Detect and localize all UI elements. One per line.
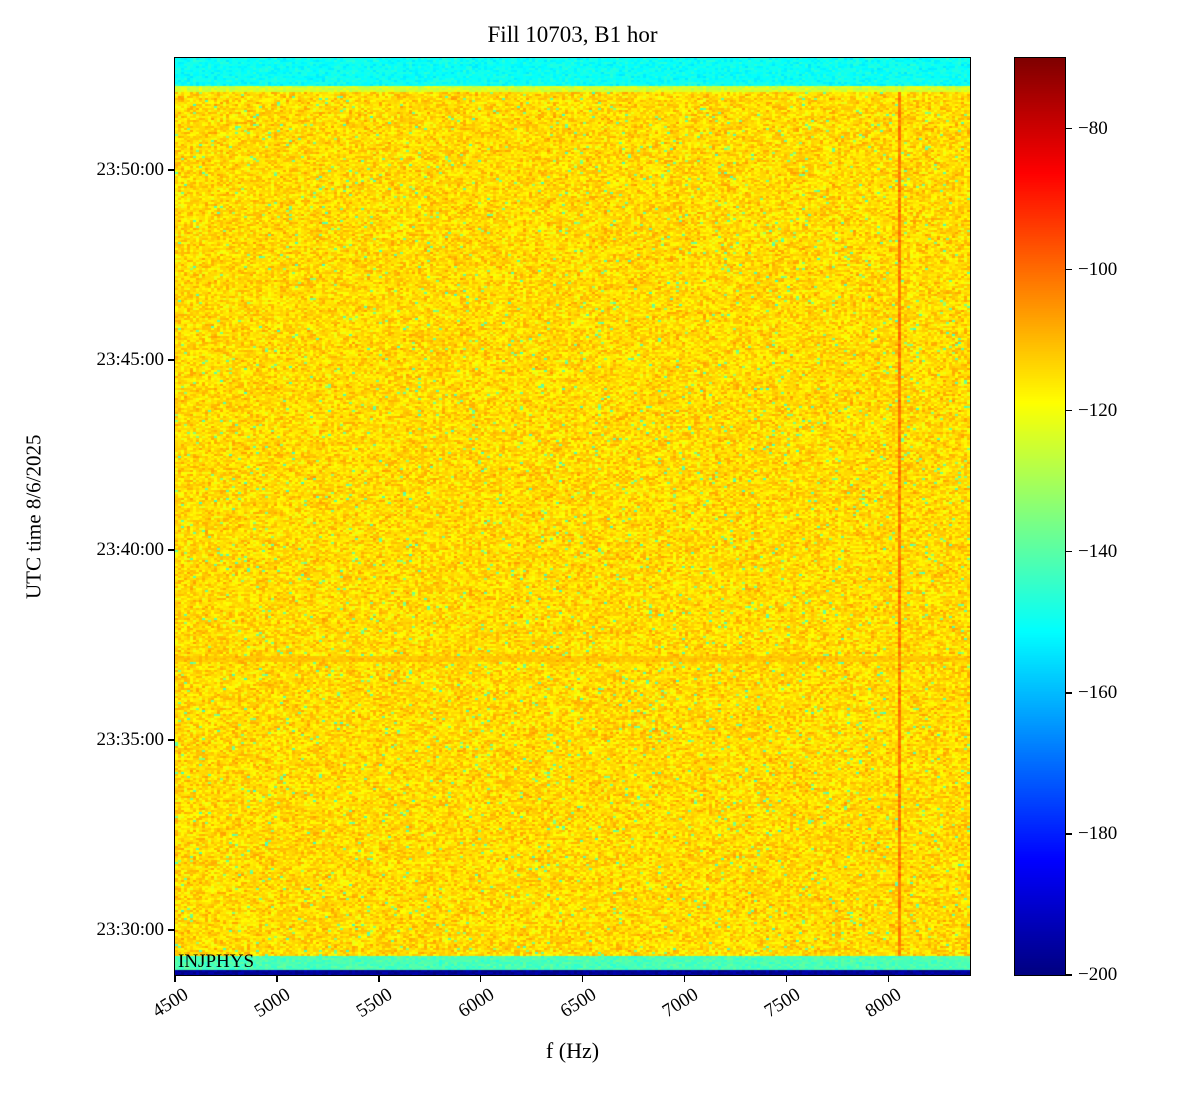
y-tick-label: 23:40:00 xyxy=(96,539,164,561)
colorbar-canvas xyxy=(1014,57,1066,976)
x-axis-label: f (Hz) xyxy=(545,1038,600,1063)
y-tick-label: 23:50:00 xyxy=(96,159,164,181)
x-tick-mark xyxy=(785,975,788,982)
x-tick-mark xyxy=(581,975,584,982)
colorbar-tick-mark xyxy=(1065,833,1072,835)
y-tick-mark xyxy=(168,359,175,361)
x-tick-mark xyxy=(276,975,278,982)
y-tick-label: 23:30:00 xyxy=(96,919,164,941)
spectrogram-canvas xyxy=(174,57,971,976)
y-tick-label: 23:35:00 xyxy=(96,729,164,751)
colorbar-tick-mark xyxy=(1065,974,1072,976)
y-tick-mark xyxy=(168,169,175,171)
colorbar-tick-mark xyxy=(1065,127,1072,130)
x-tick-mark xyxy=(378,975,380,982)
colorbar-tick-label: −120 xyxy=(1078,399,1118,421)
x-tick-mark xyxy=(480,975,482,982)
colorbar-tick-label: −80 xyxy=(1078,117,1108,139)
colorbar-tick-mark xyxy=(1065,692,1072,694)
colorbar-tick-mark xyxy=(1065,551,1072,553)
x-tick-mark xyxy=(887,975,890,982)
colorbar-tick-label: −140 xyxy=(1078,540,1118,562)
chart-title: Fill 10703, B1 hor xyxy=(487,22,658,47)
colorbar-tick-label: −160 xyxy=(1078,681,1118,703)
y-tick-mark xyxy=(168,929,175,931)
colorbar-tick-label: −100 xyxy=(1078,258,1118,280)
colorbar-tick-label: −200 xyxy=(1078,964,1118,985)
y-tick-label: 23:45:00 xyxy=(96,349,164,371)
colorbar-tick-mark xyxy=(1065,409,1072,412)
x-tick-mark xyxy=(683,975,686,982)
y-tick-mark xyxy=(168,549,175,551)
y-axis-label: UTC time 8/6/2025 xyxy=(21,434,46,599)
colorbar-tick-mark xyxy=(1065,268,1072,271)
x-tick-mark xyxy=(174,975,176,982)
plot-corner-label: INJPHYS xyxy=(178,951,255,972)
y-tick-mark xyxy=(168,739,175,741)
colorbar-tick-label: −180 xyxy=(1078,822,1118,844)
